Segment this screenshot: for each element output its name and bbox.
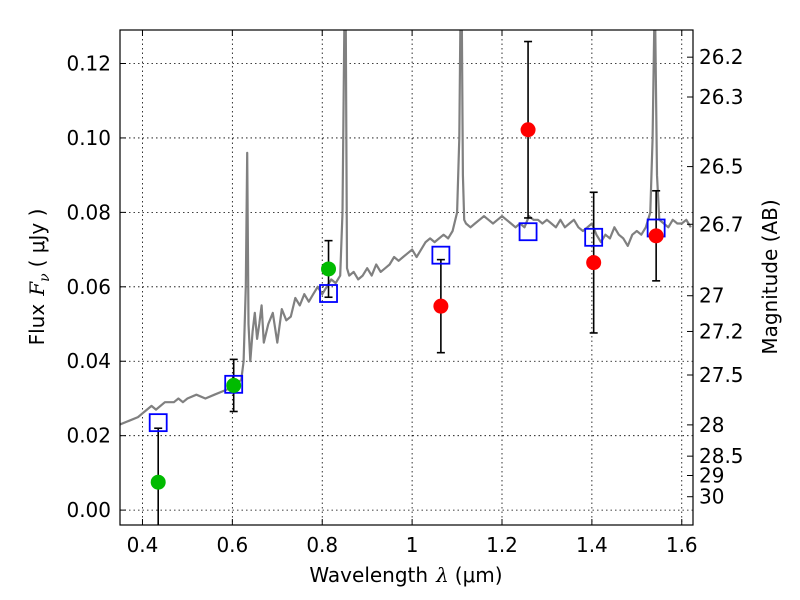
green-point	[321, 261, 337, 277]
red-point	[648, 228, 664, 244]
right-tick-label: 26.5	[699, 155, 744, 179]
y-tick-label: 0.02	[66, 424, 111, 448]
red-point	[586, 255, 602, 271]
x-tick-label: 1.4	[576, 533, 608, 557]
red-point	[520, 122, 536, 138]
x-tick-label: 1.2	[486, 533, 518, 557]
green-point	[226, 377, 242, 393]
x-axis-label: Wavelength λ (μm)	[309, 563, 502, 587]
y-tick-label: 0.06	[66, 275, 111, 299]
green-point	[150, 474, 166, 490]
right-tick-label: 26.3	[699, 85, 744, 109]
red-point	[433, 298, 449, 314]
right-tick-label: 28.5	[699, 444, 744, 468]
right-tick-label: 26.2	[699, 45, 744, 69]
y-tick-label: 0.04	[66, 349, 111, 373]
x-tick-label: 1.6	[666, 533, 698, 557]
model-square	[518, 222, 538, 242]
x-tick-label: 1	[406, 533, 419, 557]
right-tick-label: 29	[699, 464, 724, 488]
grid	[120, 30, 693, 525]
y-tick-label: 0.08	[66, 200, 111, 224]
model-square	[148, 413, 168, 433]
right-tick-label: 26.7	[699, 212, 744, 236]
plot-area	[120, 30, 693, 525]
y-tick-label: 0.10	[66, 126, 111, 150]
right-tick-label: 27.2	[699, 319, 744, 343]
plot-layer	[120, 30, 692, 525]
x-tick-label: 0.4	[127, 533, 159, 557]
right-axis-label: Magnitude (AB)	[758, 199, 782, 354]
plot-frame	[119, 29, 694, 526]
ticks: 0.4 0.6 0.8 1 1.2 1.4 1.6 0.00 0.02 0.04 0.06 0.08 0…	[66, 30, 744, 557]
y-axis-label: FluxFν( μJy )	[25, 209, 53, 346]
right-tick-label: 27.5	[699, 363, 744, 387]
right-tick-label: 28	[699, 413, 724, 437]
right-tick-label: 30	[699, 485, 724, 509]
model-square	[431, 245, 451, 265]
y-tick-label: 0.00	[66, 498, 111, 522]
right-tick-label: 27	[699, 284, 724, 308]
y-tick-label: 0.12	[66, 51, 111, 75]
model-square	[319, 284, 338, 303]
x-tick-label: 0.8	[306, 533, 338, 557]
x-tick-label: 0.6	[216, 533, 248, 557]
spectrum-line	[120, 30, 692, 426]
model-square	[584, 227, 604, 247]
